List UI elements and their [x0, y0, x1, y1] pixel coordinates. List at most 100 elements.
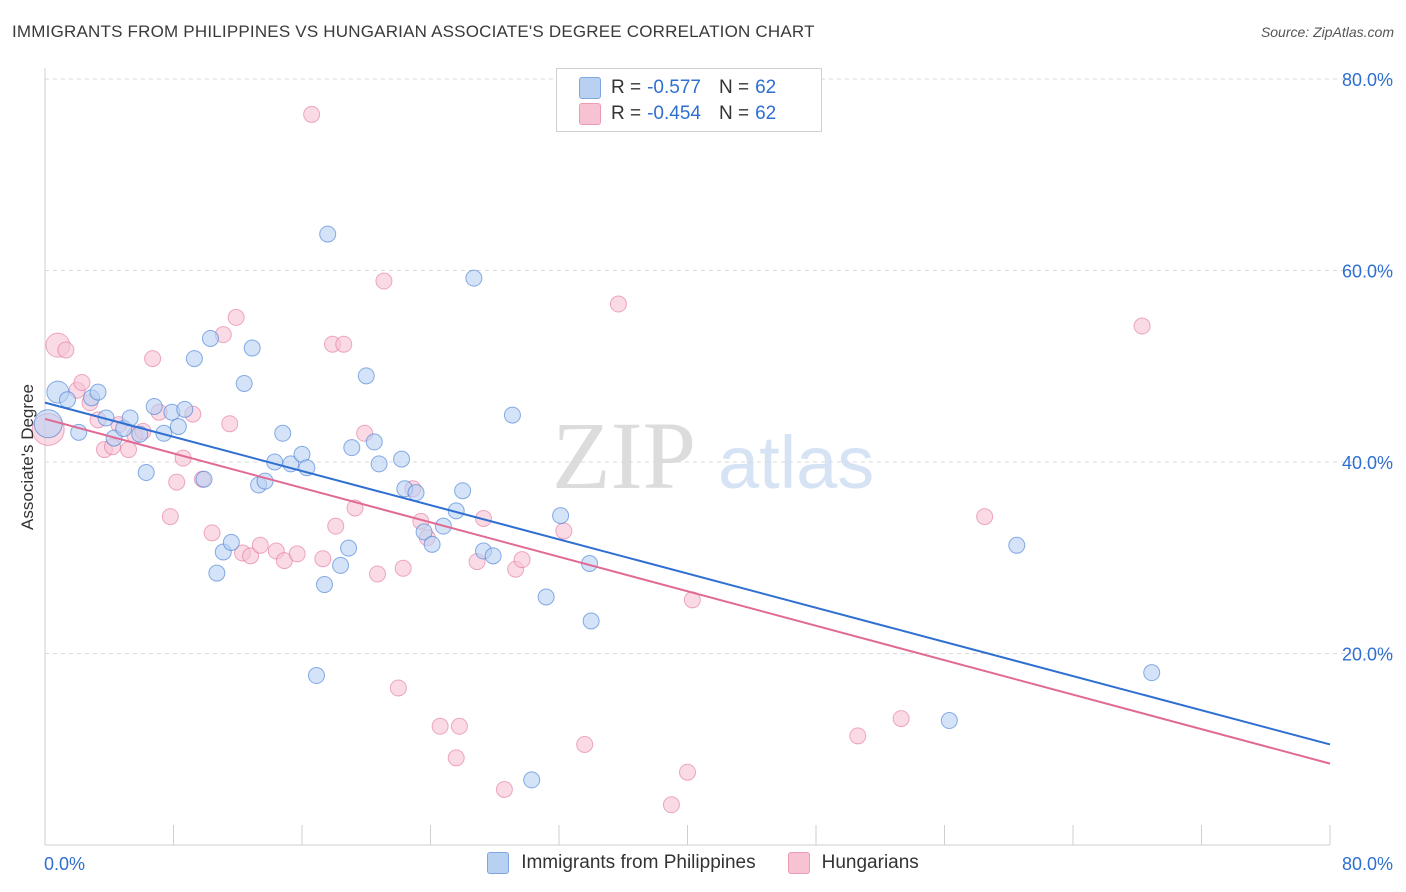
data-point: [221, 415, 239, 433]
chart-title: IMMIGRANTS FROM PHILIPPINES VS HUNGARIAN…: [12, 22, 815, 41]
legend-r-value: -0.454: [647, 103, 701, 124]
bottom-legend-label: Hungarians: [821, 852, 919, 873]
series-philippines-points: [33, 225, 1161, 789]
watermark: ZIP atlas: [552, 402, 874, 509]
data-point: [555, 522, 573, 540]
data-point: [1143, 664, 1161, 682]
grid: [45, 78, 1393, 654]
data-point: [1133, 317, 1151, 335]
data-point: [57, 341, 75, 359]
y-tick-label: 20.0%: [1342, 645, 1393, 665]
data-point: [315, 576, 333, 594]
data-point: [465, 269, 483, 287]
data-point: [892, 710, 910, 728]
legend-r-value: -0.577: [647, 77, 701, 98]
x-tick-label: 0.0%: [44, 854, 85, 874]
legend-n-label: N =: [718, 103, 750, 124]
data-point: [251, 536, 269, 554]
legend-n-label: N =: [718, 77, 750, 98]
data-point: [447, 749, 465, 767]
legend-swatch-blue: [579, 77, 601, 99]
data-point: [454, 482, 472, 500]
data-point: [375, 272, 393, 290]
legend-r-label: R =: [611, 103, 642, 124]
tick-labels: 20.0% 40.0% 60.0% 80.0% 0.0% 80.0%: [44, 70, 1393, 874]
data-point: [169, 418, 187, 436]
data-point: [523, 771, 541, 789]
data-point: [503, 406, 521, 424]
data-point: [389, 679, 407, 697]
data-point: [203, 524, 221, 542]
legend-n-value: 62: [755, 103, 777, 124]
data-point: [307, 667, 325, 685]
data-point: [201, 329, 219, 347]
data-point: [327, 517, 345, 535]
legend: R = -0.577 N = 62 R = -0.454 N = 62: [556, 68, 822, 132]
bottom-legend: Immigrants from Philippines Hungarians: [0, 852, 1406, 874]
data-point: [185, 350, 203, 368]
y-tick-label: 80.0%: [1342, 70, 1393, 90]
watermark-zip: ZIP: [552, 402, 696, 509]
data-point: [176, 400, 194, 418]
bottom-legend-philippines: Immigrants from Philippines: [487, 852, 756, 874]
y-axis-label: Associate's Degree: [18, 384, 37, 530]
data-point: [243, 339, 261, 357]
data-point: [1008, 536, 1026, 554]
data-point: [195, 470, 213, 488]
data-point: [582, 612, 600, 630]
data-point: [609, 295, 627, 313]
data-point: [484, 547, 502, 565]
data-point: [33, 409, 63, 439]
data-point: [145, 397, 163, 415]
data-point: [332, 556, 350, 574]
bottom-legend-hungarians: Hungarians: [787, 852, 919, 874]
data-point: [365, 433, 383, 451]
source-credit: Source: ZipAtlas.com: [1260, 24, 1394, 40]
bottom-legend-swatch-pink: [787, 852, 810, 874]
x-tick-label: 80.0%: [1342, 854, 1393, 874]
data-point: [288, 545, 306, 563]
data-point: [131, 425, 149, 443]
data-point: [208, 564, 226, 582]
trend-lines: [44, 401, 1331, 765]
data-point: [120, 441, 138, 459]
data-point: [576, 735, 594, 753]
data-point: [368, 565, 386, 583]
data-point: [73, 374, 91, 392]
data-point: [137, 464, 155, 482]
data-point: [161, 508, 179, 526]
bottom-legend-label: Immigrants from Philippines: [521, 852, 756, 873]
data-point: [370, 455, 388, 473]
data-point: [423, 535, 441, 553]
data-point: [662, 796, 680, 814]
data-point: [495, 780, 513, 798]
trend-line-philippines: [44, 401, 1331, 746]
data-point: [357, 367, 375, 385]
data-point: [227, 308, 245, 326]
data-point: [335, 335, 353, 353]
data-point: [394, 559, 412, 577]
data-point: [679, 763, 696, 781]
data-point: [340, 539, 358, 557]
data-point: [431, 717, 449, 735]
y-tick-label: 60.0%: [1342, 262, 1393, 282]
data-point: [274, 424, 292, 442]
data-point: [450, 717, 468, 735]
axes: [44, 68, 1331, 846]
data-point: [415, 523, 433, 541]
data-point: [319, 225, 337, 243]
bottom-legend-swatch-blue: [487, 852, 510, 874]
data-point: [58, 391, 76, 409]
y-tick-label: 40.0%: [1342, 453, 1393, 473]
data-point: [303, 105, 321, 123]
legend-swatch-pink: [579, 103, 601, 125]
data-point: [537, 588, 555, 606]
legend-r-label: R =: [611, 77, 642, 98]
legend-row-philippines: R = -0.577 N = 62: [579, 76, 776, 100]
data-point: [940, 712, 958, 730]
data-point: [89, 383, 107, 401]
data-point: [407, 484, 425, 502]
data-point: [235, 374, 253, 392]
legend-row-hungarians: R = -0.454 N = 62: [579, 102, 776, 126]
data-point: [168, 473, 186, 491]
